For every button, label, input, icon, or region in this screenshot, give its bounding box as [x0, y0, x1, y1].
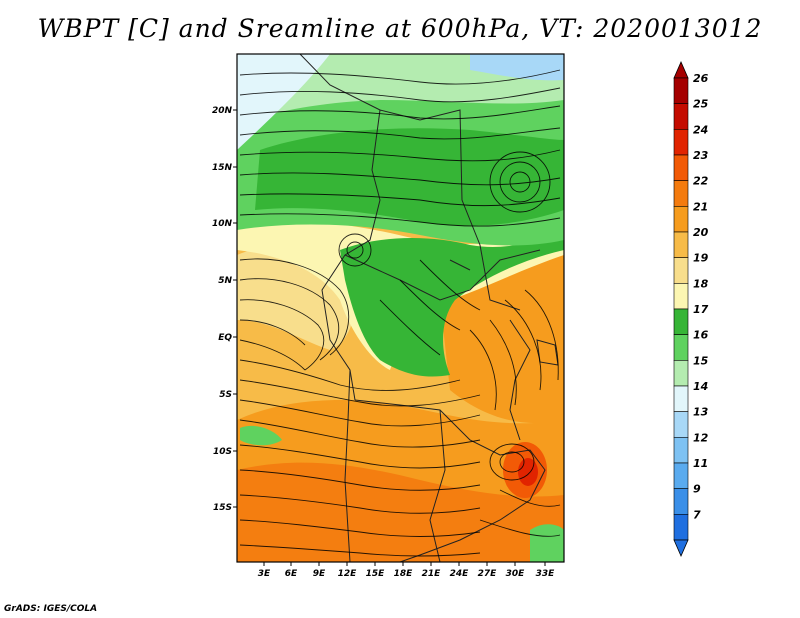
shading-sw-patch [240, 425, 282, 446]
lon-label: 30E [506, 569, 526, 579]
lon-label: 27E [478, 569, 498, 579]
colorbar-swatch [673, 257, 689, 284]
colorbar-swatch [673, 411, 689, 438]
colorbar-bottom-arrow [673, 539, 689, 557]
map-frame [236, 53, 565, 563]
lat-axis: 20N 15N 10N 5N EQ 5S 10S 15S [212, 106, 233, 513]
lon-axis: 3E 6E 9E 12E 15E 18E 21E 24E 27E 30E 33E [258, 569, 555, 579]
grads-credit: GrADS: IGES/COLA [4, 604, 98, 614]
colorbar-label: 24 [693, 123, 708, 136]
map-panel [237, 54, 564, 562]
shading-se-green [530, 524, 564, 562]
colorbar-label: 22 [693, 175, 709, 188]
colorbar-label: 21 [693, 200, 708, 213]
colorbar-label: 20 [693, 226, 709, 239]
colorbar-label: 18 [693, 277, 709, 290]
colorbar-label: 7 [693, 508, 701, 521]
lat-label: 15N [212, 163, 233, 173]
colorbar: 26 25 24 23 22 21 20 19 18 17 16 15 14 13 12 11 9 7 [673, 61, 709, 557]
colorbar-swatch [673, 231, 689, 258]
colorbar-label: 23 [693, 149, 709, 162]
colorbar-label: 15 [693, 354, 709, 367]
colorbar-swatch [673, 514, 689, 541]
colorbar-swatch [673, 462, 689, 489]
colorbar-top-arrow [673, 61, 689, 79]
shading-nw-blue [237, 54, 330, 150]
colorbar-swatch [673, 206, 689, 233]
colorbar-swatch [673, 334, 689, 361]
colorbar-swatch [673, 77, 689, 104]
lon-label: 21E [422, 569, 442, 579]
lon-label: 12E [338, 569, 358, 579]
lat-label: EQ [218, 333, 232, 343]
colorbar-label: 17 [693, 303, 709, 316]
lon-label: 24E [450, 569, 470, 579]
colorbar-label: 16 [693, 329, 709, 342]
colorbar-label: 12 [693, 431, 709, 444]
colorbar-swatch [673, 180, 689, 207]
colorbar-label: 13 [693, 406, 709, 419]
lon-label: 6E [285, 569, 298, 579]
colorbar-swatch [673, 154, 689, 181]
shading-ne-blue [470, 54, 564, 81]
lon-label: 33E [536, 569, 556, 579]
lon-label: 18E [394, 569, 414, 579]
colorbar-swatch [673, 283, 689, 310]
lat-label: 5S [219, 390, 232, 400]
colorbar-label: 9 [693, 483, 701, 496]
colorbar-swatch [673, 103, 689, 130]
colorbar-label: 11 [693, 457, 708, 470]
colorbar-swatch [673, 360, 689, 387]
country-borders [299, 54, 559, 562]
lat-label: 5N [218, 276, 232, 286]
colorbar-swatch [673, 488, 689, 515]
lat-label: 20N [212, 106, 233, 116]
lat-label: 10N [212, 219, 233, 229]
colorbar-swatch [673, 308, 689, 335]
colorbar-label: 26 [693, 72, 709, 85]
lat-label: 10S [213, 447, 232, 457]
streamlines [239, 69, 561, 557]
lon-label: 3E [258, 569, 271, 579]
chart-title: WBPT [C] and Sreamline at 600hPa, VT: 20… [37, 14, 763, 43]
lon-label: 9E [313, 569, 326, 579]
colorbar-label: 14 [693, 380, 708, 393]
lat-label: 15S [213, 503, 232, 513]
colorbar-swatch [673, 385, 689, 412]
shading-green-tongue [340, 235, 564, 377]
lon-label: 15E [366, 569, 386, 579]
colorbar-label: 19 [693, 252, 709, 265]
colorbar-swatch [673, 129, 689, 156]
colorbar-label: 25 [693, 98, 709, 111]
colorbar-swatch [673, 437, 689, 464]
